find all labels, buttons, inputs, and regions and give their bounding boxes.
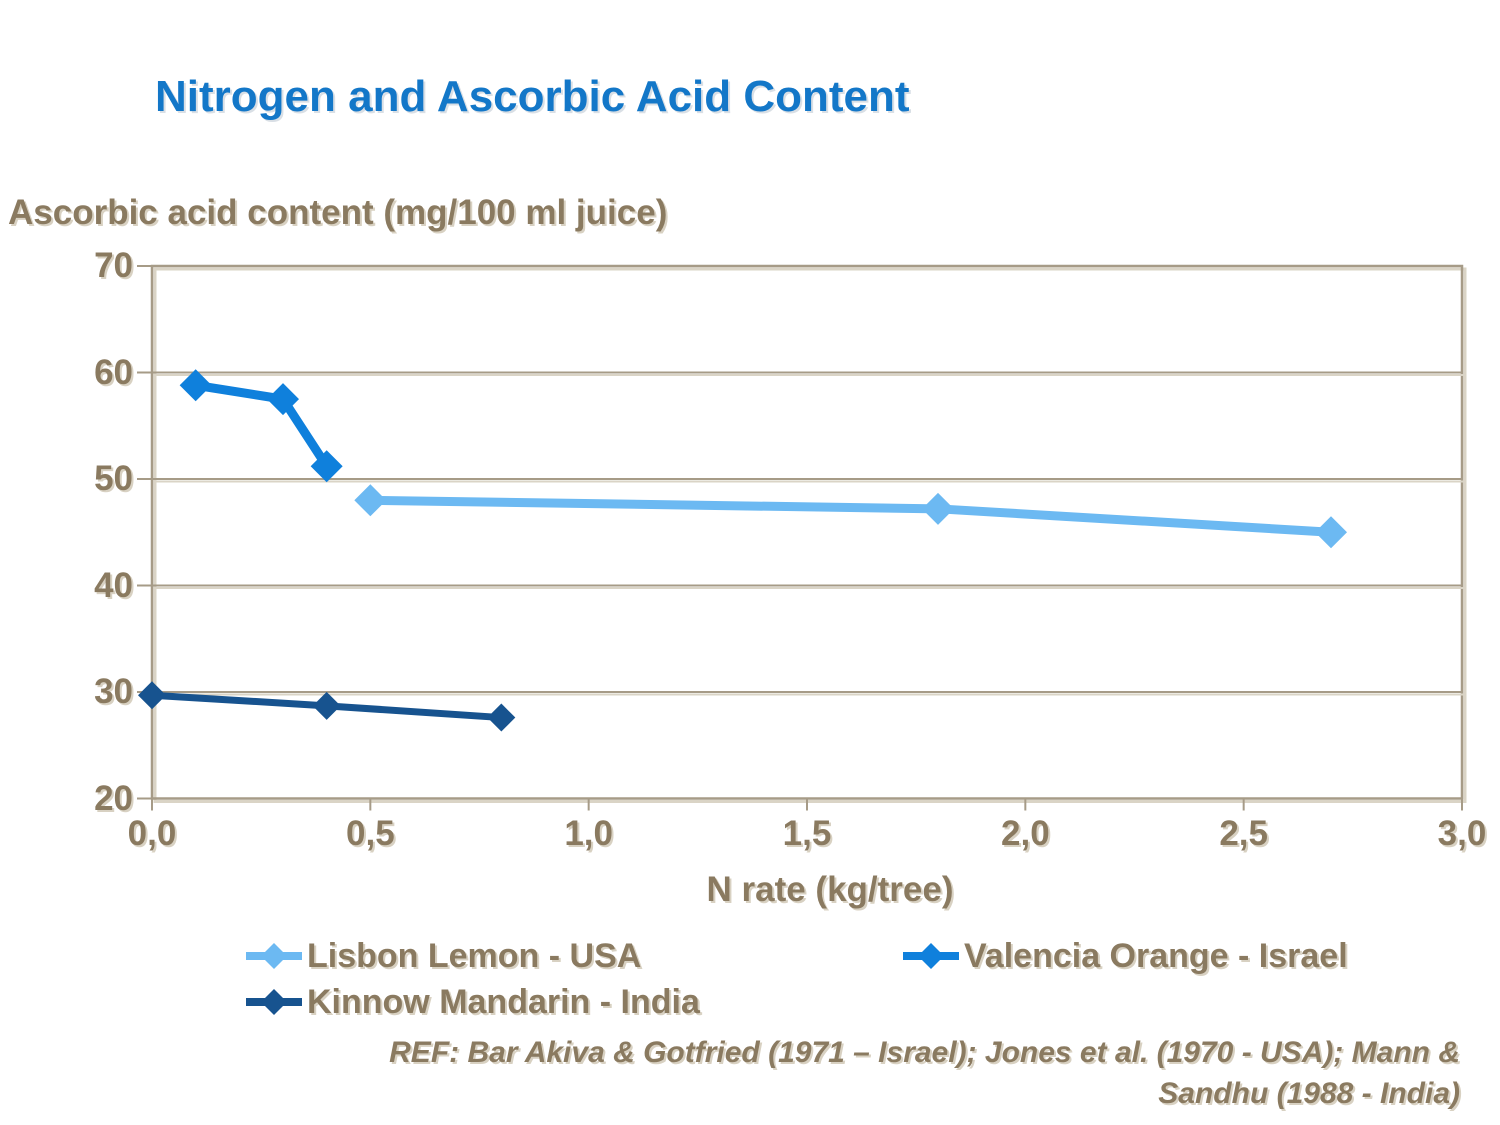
- legend-item-lisbon-lemon: Lisbon Lemon - USA: [246, 934, 641, 978]
- x-tick-label-1,0: 1,0: [564, 814, 613, 853]
- reference-citation: REF: Bar Akiva & Gotfried (1971 – Israel…: [230, 1032, 1460, 1114]
- legend-label-kinnow: Kinnow Mandarin - India: [307, 982, 700, 1021]
- legend-item-valencia-orange: Valencia Orange - Israel: [903, 934, 1348, 978]
- legend-marker-lisbon-icon: [246, 943, 302, 969]
- legend-label-lisbon: Lisbon Lemon - USA: [307, 936, 642, 975]
- x-tick-label-0,5: 0,5: [346, 814, 395, 853]
- x-tick-label-0,0: 0,0: [127, 814, 177, 853]
- legend-item-kinnow-mandarin: Kinnow Mandarin - India: [246, 980, 700, 1024]
- reference-line-2: Sandhu (1988 - India): [1158, 1077, 1460, 1110]
- x-axis-title: N rate (kg/tree): [706, 870, 954, 909]
- y-tick-label-30: 30: [94, 672, 133, 711]
- reference-line-1: REF: Bar Akiva & Gotfried (1971 – Israel…: [389, 1036, 1460, 1069]
- y-tick-label-70: 70: [94, 246, 133, 285]
- x-tick-label-3,0: 3,0: [1437, 814, 1487, 853]
- y-axis-title: Ascorbic acid content (mg/100 ml juice): [8, 193, 668, 232]
- x-tick-label-2,5: 2,5: [1219, 814, 1268, 853]
- legend-marker-kinnow-icon: [246, 989, 302, 1015]
- legend-marker-valencia-icon: [903, 943, 959, 969]
- legend-label-valencia: Valencia Orange - Israel: [964, 936, 1348, 975]
- page-title: Nitrogen and Ascorbic Acid Content: [155, 72, 910, 121]
- y-tick-label-20: 20: [94, 778, 133, 818]
- x-tick-label-2,0: 2,0: [1001, 814, 1050, 853]
- y-tick-label-50: 50: [94, 459, 133, 498]
- y-tick-label-60: 60: [94, 352, 133, 392]
- y-tick-label-40: 40: [94, 565, 133, 605]
- x-tick-label-1,5: 1,5: [782, 814, 832, 853]
